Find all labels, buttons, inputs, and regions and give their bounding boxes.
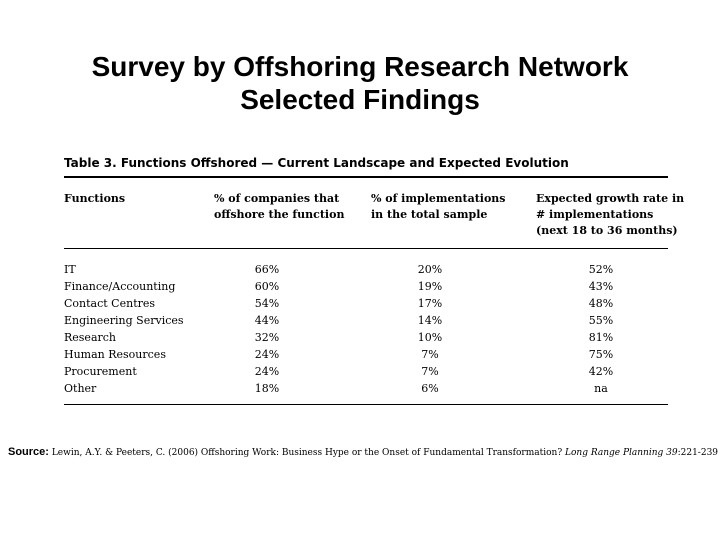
cell-function: Engineering Services [64,314,184,327]
cell-function: Finance/Accounting [64,280,176,293]
cell-growth: na [594,382,608,395]
cell-growth: 81% [588,331,614,344]
header-rule [64,248,668,249]
source-citation: Source: Lewin, A.Y. & Peeters, C. (2006)… [8,446,720,458]
cell-companies: 54% [254,297,280,310]
cell-implementations: 14% [417,314,443,327]
slide-title-line-1: Survey by Offshoring Research Network [91,51,629,82]
cell-companies: 24% [254,365,280,378]
table-row: Human Resources 24% 7% 75% [64,346,668,363]
table-row: IT 66% 20% 52% [64,261,668,278]
cell-function: IT [64,263,76,276]
table-caption: Table 3. Functions Offshored — Current L… [64,156,569,170]
table-row: Procurement 24% 7% 42% [64,363,668,380]
cell-implementations: 10% [417,331,443,344]
table-row: Contact Centres 54% 17% 48% [64,295,668,312]
cell-implementations: 6% [421,382,439,395]
slide-title-line-2: Selected Findings [240,84,480,115]
cell-growth: 48% [588,297,614,310]
cell-function: Contact Centres [64,297,156,310]
cell-growth: 52% [588,263,614,276]
cell-function: Other [64,382,97,395]
cell-growth: 55% [588,314,614,327]
cell-growth: 75% [588,348,614,361]
table-row: Finance/Accounting 60% 19% 43% [64,278,668,295]
cell-growth: 43% [588,280,614,293]
header-functions: Functions [64,192,126,205]
header-companies: % of companies that offshore the functio… [214,192,345,221]
cell-function: Procurement [64,365,137,378]
cell-companies: 18% [254,382,280,395]
cell-growth: 42% [588,365,614,378]
header-growth: Expected growth rate in # implementation… [536,192,685,237]
cell-implementations: 7% [421,365,439,378]
table-row: Other 18% 6% na [64,380,668,397]
slide-title: Survey by Offshoring Research Network Se… [0,50,720,116]
source-journal: Long Range Planning 39 [565,448,678,458]
cell-companies: 60% [254,280,280,293]
table-row: Engineering Services 44% 14% 55% [64,312,668,329]
cell-companies: 32% [254,331,280,344]
source-label: Source: [8,446,49,458]
cell-implementations: 19% [417,280,443,293]
cell-companies: 66% [254,263,280,276]
cell-implementations: 7% [421,348,439,361]
table-bottom-rule [64,404,668,405]
table-body: IT 66% 20% 52% Finance/Accounting 60% 19… [64,261,668,397]
header-implementations: % of implementations in the total sample [371,192,506,221]
cell-function: Human Resources [64,348,166,361]
source-text: Lewin, A.Y. & Peeters, C. (2006) Offshor… [48,448,566,458]
cell-function: Research [64,331,117,344]
table-row: Research 32% 10% 81% [64,329,668,346]
cell-implementations: 17% [417,297,443,310]
cell-implementations: 20% [417,263,443,276]
cell-companies: 44% [254,314,280,327]
source-pages: :221-239 [677,448,719,458]
cell-companies: 24% [254,348,280,361]
table-top-rule [64,176,668,178]
